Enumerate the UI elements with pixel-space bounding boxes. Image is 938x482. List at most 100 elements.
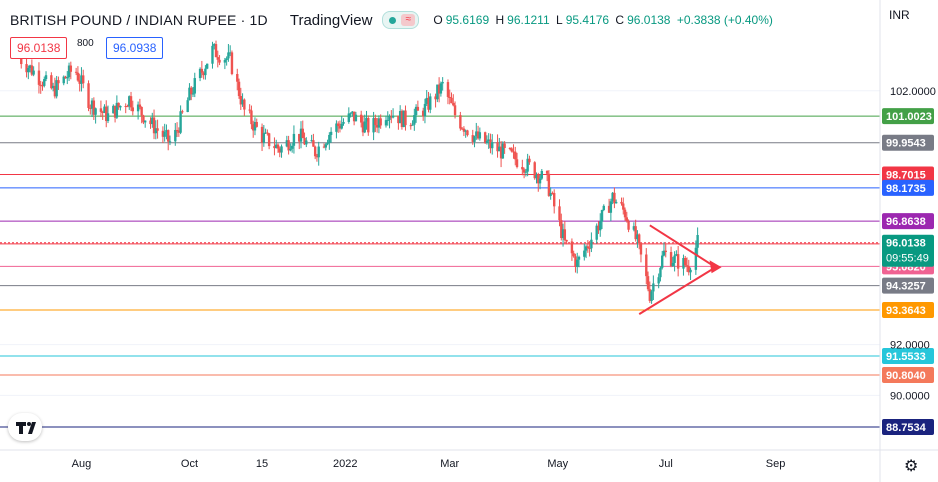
candle-body (322, 146, 326, 148)
candle-body (290, 145, 294, 149)
candle-body (682, 257, 685, 269)
sell-button[interactable]: 96.0138 (10, 37, 68, 59)
candle-body (129, 96, 133, 108)
candle-body (315, 156, 319, 158)
candle-body (459, 115, 462, 129)
candle-body (305, 140, 308, 145)
candle-body (66, 77, 69, 79)
candle-body (577, 256, 581, 260)
candle-body (253, 121, 257, 131)
price-level-tag (882, 277, 934, 294)
candle-body (165, 130, 168, 132)
candle-body (76, 72, 80, 81)
candle-body (521, 167, 524, 170)
candle-body (390, 116, 393, 118)
candle-body (140, 106, 143, 116)
candle-body (336, 123, 340, 127)
candle-body (374, 118, 377, 126)
candle-body (411, 124, 414, 126)
candle-body (563, 229, 567, 240)
candle-body (475, 131, 478, 137)
low-value: 95.4176 (565, 13, 610, 27)
candle-body (515, 159, 519, 168)
candle-body (342, 121, 345, 124)
price-level-label: 91.5533 (886, 351, 926, 363)
candle-body (508, 147, 512, 149)
buy-button[interactable]: 96.0938 (106, 37, 164, 59)
candle-body (37, 70, 41, 85)
ohlc-legend: O 95.6169 H 96.1211 L 95.4176 C 96.0138 +0.3… (433, 13, 776, 27)
candle-body (57, 80, 60, 84)
candle-body (112, 105, 115, 114)
candle-body (303, 138, 306, 145)
candle-body (609, 201, 613, 213)
candle-body (25, 64, 28, 73)
candle-body (501, 143, 505, 159)
brand-name: TradingView (289, 11, 373, 29)
candle-body (487, 139, 490, 142)
candle-body (639, 242, 643, 255)
candle-body (264, 132, 267, 134)
candle-body (250, 110, 253, 125)
y-tick-label: 90.0000 (890, 390, 930, 402)
candle-body (388, 116, 391, 120)
candle-body (163, 131, 166, 137)
gear-icon[interactable]: ⚙ (904, 458, 919, 475)
candle-body (105, 106, 108, 122)
candle-body (522, 169, 526, 173)
candle-body (326, 142, 329, 145)
candle-body (354, 114, 358, 122)
candle-body (478, 132, 482, 139)
triangle-upper-trendline (649, 224, 715, 267)
candle-body (696, 234, 699, 248)
price-level-tag (882, 166, 934, 183)
symbol-title[interactable]: BRITISH POUND / INDIAN RUPEE · 1D (10, 12, 268, 28)
candle-body (669, 252, 673, 266)
triangle-lower-trendline (638, 267, 715, 316)
close-value: 96.0138 (627, 13, 671, 27)
market-status[interactable]: ≈ (382, 11, 420, 29)
candle-body (113, 105, 117, 118)
candle-body (338, 126, 342, 129)
candle-body (115, 102, 119, 118)
candle-body (565, 239, 568, 242)
candle-body (361, 122, 365, 133)
candle-body (590, 239, 593, 249)
x-tick-label: Aug (72, 458, 92, 470)
candle-body (223, 60, 227, 63)
candle-body (602, 205, 605, 211)
candle-body (538, 178, 542, 184)
candle-body (87, 83, 90, 108)
candle-body (547, 173, 551, 196)
candle-body (124, 105, 127, 107)
candle-body (64, 76, 67, 79)
price-level-tag (882, 179, 934, 196)
candle-body (423, 103, 427, 117)
candle-body (126, 106, 129, 108)
tradingview-logo-icon[interactable] (8, 413, 42, 441)
candle-body (27, 68, 30, 73)
candle-body (78, 80, 81, 84)
candle-body (386, 119, 389, 121)
candle-body (676, 254, 680, 269)
candle-body (69, 65, 73, 72)
x-tick-label: May (547, 458, 568, 470)
candle-body (584, 246, 588, 251)
candle-body (473, 136, 476, 142)
candle-body (55, 80, 58, 97)
candle-body (414, 106, 418, 116)
candle-body (476, 131, 480, 139)
candle-body (496, 142, 499, 152)
candle-body (400, 110, 404, 128)
candle-body (413, 115, 416, 125)
currency-selector[interactable]: INR (889, 8, 910, 22)
candle-body (117, 102, 120, 108)
candle-body (524, 171, 528, 173)
candle-body (561, 229, 565, 239)
candle-body (213, 44, 216, 46)
candle-body (439, 83, 443, 94)
candle-body (652, 283, 655, 292)
candle-body (425, 97, 428, 104)
wave-icon: ≈ (401, 14, 416, 26)
